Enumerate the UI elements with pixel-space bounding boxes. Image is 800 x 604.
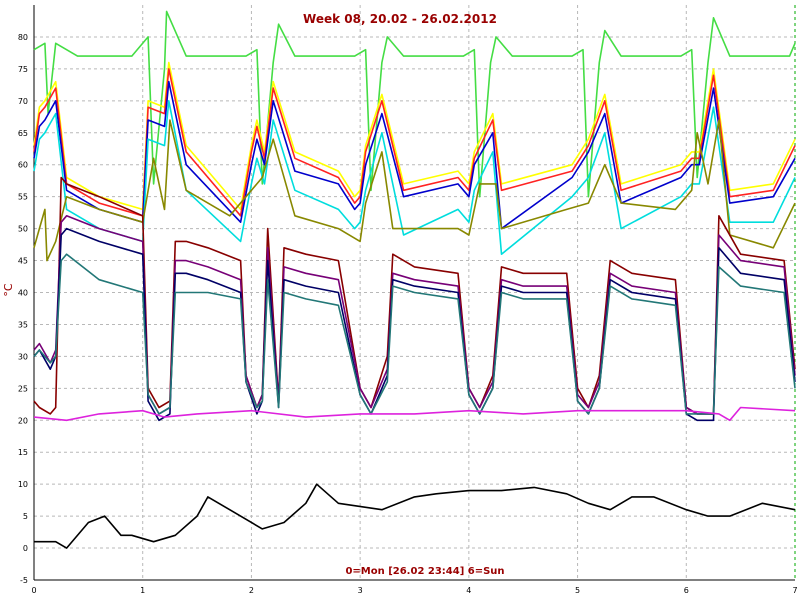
x-tick-label: 2 [249, 586, 254, 595]
y-tick-label: 45 [18, 257, 28, 266]
x-tick-label: 6 [684, 586, 689, 595]
series-line-12 [34, 483, 796, 549]
y-tick-label: 0 [23, 544, 28, 553]
y-tick-label: 75 [18, 65, 28, 74]
series-line-4 [33, 80, 796, 230]
y-axis-label: °C [2, 283, 15, 297]
x-tick-label: 5 [575, 586, 580, 595]
y-tick-label: 50 [18, 225, 28, 234]
series-line-10 [33, 253, 796, 415]
y-tick-label: 5 [23, 512, 28, 521]
y-tick-label: 55 [18, 193, 28, 202]
series-line-1 [33, 10, 796, 198]
series-line-6 [33, 119, 796, 262]
x-tick-label: 3 [358, 586, 363, 595]
x-tick-label: 0 [31, 586, 36, 595]
x-tick-label: 1 [140, 586, 145, 595]
x-axis-label: 0=Mon [26.02 23:44] 6=Sun [345, 566, 504, 577]
y-tick-label: 80 [18, 33, 28, 42]
y-tick-label: 25 [18, 384, 28, 393]
x-tick-label: 4 [466, 586, 471, 595]
y-tick-label: 40 [18, 289, 28, 298]
series-lines [33, 10, 796, 549]
y-tick-label: 35 [18, 320, 28, 329]
y-tick-label: 30 [18, 352, 28, 361]
x-tick-label: 7 [792, 586, 797, 595]
axes [33, 5, 796, 581]
chart-title: Week 08, 20.02 - 26.02.2012 [303, 12, 497, 26]
y-tick-label: 15 [18, 448, 28, 457]
y-tick-label: 70 [18, 97, 28, 106]
y-tick-label: 65 [18, 129, 28, 138]
y-tick-label: 60 [18, 161, 28, 170]
series-line-11 [33, 406, 796, 422]
y-tick-label: 10 [18, 480, 28, 489]
y-tick-label: 20 [18, 416, 28, 425]
y-tick-label: -5 [20, 576, 28, 585]
